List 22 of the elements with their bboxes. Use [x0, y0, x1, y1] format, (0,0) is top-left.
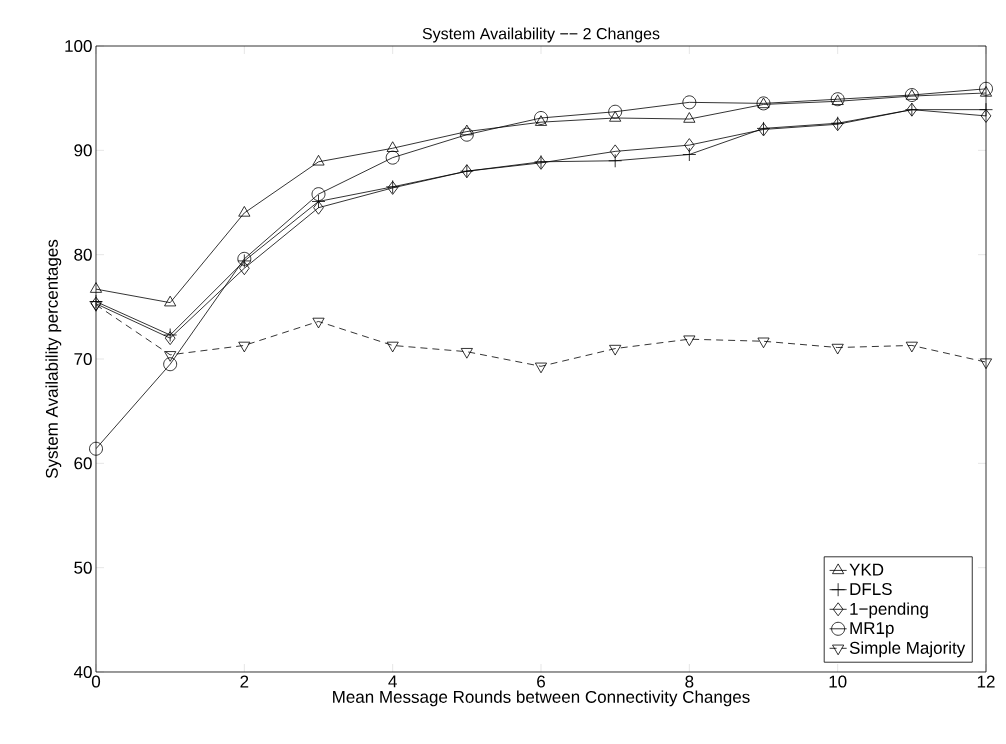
legend-label: Simple Majority	[849, 641, 966, 658]
legend-label: DFLS	[850, 583, 892, 596]
x-axis-title: Mean Message Rounds between Connectivity Changes	[333, 690, 750, 707]
y-tick-label: 70	[74, 352, 92, 366]
y-tick-label: 90	[74, 144, 92, 157]
legend-label: MR1p	[850, 622, 894, 638]
y-tick-label: 50	[74, 561, 92, 574]
y-tick-label: 60	[74, 457, 92, 470]
y-tick-label: 80	[74, 248, 92, 261]
x-tick-label: 10	[829, 675, 847, 688]
x-tick-label: 6	[537, 675, 545, 688]
chart-title: System Availability −− 2 Changes	[422, 27, 660, 43]
x-tick-label: 4	[388, 675, 397, 688]
y-tick-label: 100	[65, 39, 92, 53]
x-tick-label: 12	[977, 675, 995, 688]
y-axis-title: System Availability percentages	[45, 239, 62, 479]
y-tick-label: 40	[73, 665, 92, 679]
legend-label: 1−pending	[850, 602, 928, 619]
x-tick-label: 8	[685, 675, 694, 688]
x-tick-label: 0	[91, 675, 101, 688]
legend-label: YKD	[849, 563, 884, 576]
x-tick-label: 2	[240, 675, 249, 688]
